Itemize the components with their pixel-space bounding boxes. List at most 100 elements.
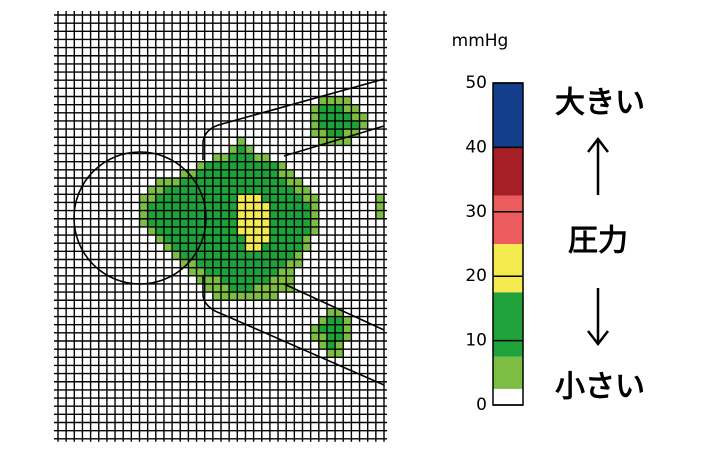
pressure-cell — [278, 267, 287, 276]
pressure-cell — [326, 341, 336, 350]
pressure-cell — [188, 267, 197, 276]
pressure-cell — [212, 243, 221, 252]
pressure-cell — [351, 112, 360, 121]
pressure-cell — [147, 186, 156, 195]
pressure-cell — [245, 194, 254, 203]
pressure-cell — [237, 210, 246, 219]
pressure-cell — [294, 218, 303, 227]
pressure-cell — [221, 243, 230, 252]
pressure-cell — [229, 186, 238, 195]
pressure-cell — [286, 267, 295, 276]
pressure-cell — [172, 243, 181, 252]
pressure-cell — [302, 186, 311, 195]
pressure-cell — [204, 161, 213, 170]
pressure-cell — [278, 283, 287, 293]
pressure-cell — [229, 292, 238, 301]
low-label: 小さい — [555, 370, 645, 405]
pressure-cell — [221, 235, 230, 244]
pressure-cell — [245, 161, 254, 170]
pressure-cell — [269, 210, 279, 219]
pressure-cell — [188, 226, 197, 236]
pressure-cell — [351, 104, 360, 113]
pressure-cell — [294, 210, 303, 219]
pressure-cell — [155, 186, 164, 195]
pressure-cell — [221, 251, 230, 260]
pressure-cell — [221, 210, 230, 219]
pressure-cell — [204, 186, 213, 195]
pressure-cell — [294, 243, 303, 252]
pressure-cell — [294, 226, 303, 236]
pressure-cell — [139, 210, 148, 219]
pressure-cell — [326, 96, 336, 105]
pressure-cell — [253, 251, 262, 260]
scale-frame — [492, 82, 524, 406]
pressure-cell — [212, 267, 221, 276]
pressure-cell — [278, 218, 287, 227]
scale-band — [493, 244, 523, 293]
pressure-cell — [237, 292, 246, 301]
pressure-cell — [302, 194, 311, 203]
scale-tick-label: 20 — [465, 266, 487, 286]
pressure-cell — [310, 194, 319, 203]
pressure-cell — [310, 226, 319, 236]
sensor-grid — [54, 11, 387, 442]
pressure-cell — [212, 275, 221, 284]
pressure-cell — [253, 178, 262, 187]
pressure-cell — [180, 169, 189, 178]
pressure-cell — [326, 120, 336, 130]
pressure-cell — [229, 275, 238, 284]
pressure-cell — [286, 186, 295, 195]
pressure-cell — [245, 243, 254, 252]
pressure-cell — [196, 194, 205, 203]
pressure-cell — [245, 226, 254, 236]
pressure-cell — [278, 210, 287, 219]
pressure-cell — [147, 202, 156, 211]
pressure-cell — [204, 194, 213, 203]
pressure-cell — [180, 178, 189, 187]
pressure-cell — [269, 161, 279, 170]
pressure-cell — [212, 251, 221, 260]
pressure-cell — [261, 226, 270, 236]
pressure-cell — [180, 259, 189, 268]
pressure-cell — [163, 210, 173, 219]
pressure-cell — [335, 316, 344, 325]
pressure-cell — [204, 235, 213, 244]
pressure-cell — [237, 267, 246, 276]
pressure-cell — [294, 259, 303, 268]
pressure-cell — [326, 112, 336, 121]
pressure-cell — [163, 202, 173, 211]
pressure-cell — [261, 243, 270, 252]
pressure-cell — [253, 161, 262, 170]
pressure-cell — [188, 202, 197, 211]
pressure-cell — [237, 194, 246, 203]
pressure-cell — [318, 332, 327, 341]
pressure-cell — [326, 349, 336, 358]
pressure-cell — [139, 218, 148, 227]
pressure-cell — [253, 292, 262, 301]
pressure-cell — [269, 251, 279, 260]
pressure-cell — [188, 210, 197, 219]
pressure-cell — [212, 283, 221, 293]
pressure-cell — [335, 104, 344, 113]
pressure-cell — [155, 235, 164, 244]
pressure-cell — [155, 226, 164, 236]
pressure-cell — [269, 186, 279, 195]
pressure-cell — [261, 186, 270, 195]
pressure-cell — [245, 186, 254, 195]
pressure-cell — [302, 202, 311, 211]
pressure-cell — [188, 178, 197, 187]
pressure-cell — [245, 292, 254, 301]
pressure-cell — [326, 129, 336, 138]
pressure-cell — [286, 218, 295, 227]
pressure-cell — [237, 186, 246, 195]
pressure-cell — [172, 235, 181, 244]
pressure-cell — [212, 153, 221, 162]
pressure-cell — [359, 120, 368, 130]
pressure-cell — [351, 129, 360, 138]
pressure-cell — [343, 332, 352, 341]
pressure-cell — [155, 202, 164, 211]
pressure-cell — [221, 267, 230, 276]
pressure-cell — [163, 194, 173, 203]
pressure-cell — [326, 332, 336, 341]
pressure-cell — [172, 251, 181, 260]
